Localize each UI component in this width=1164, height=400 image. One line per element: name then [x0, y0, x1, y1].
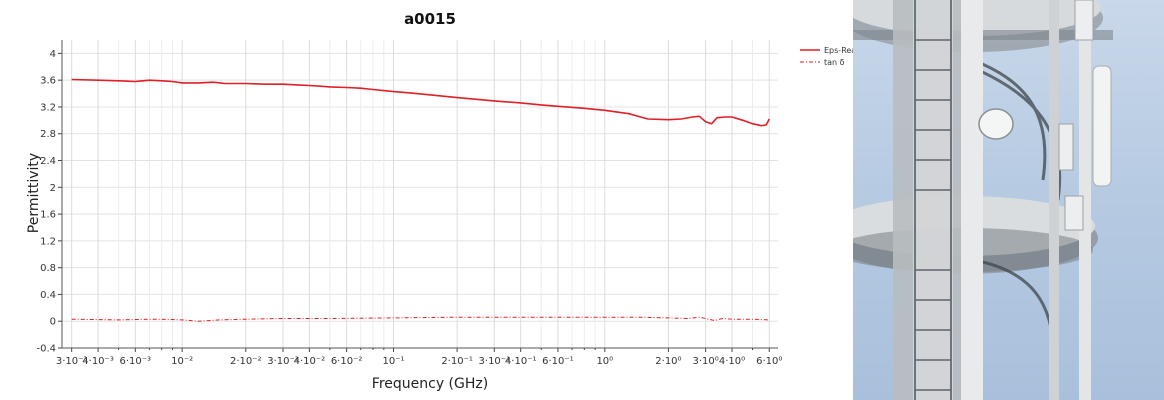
- y-tick-label: 1.2: [40, 236, 56, 247]
- y-tick-label: -0.4: [36, 344, 56, 355]
- cell-tower-illustration: [853, 0, 1113, 400]
- series: [71, 78, 771, 322]
- x-tick-label: 6·10⁻²: [331, 356, 363, 367]
- y-tick-labels: -0.4 0 0.4 0.8 1.2 1.6 2 2.4 2.8 3.2 3.6 4: [36, 49, 56, 355]
- tower-shaft: [893, 0, 973, 400]
- x-tick-labels: 3·10⁻³4·10⁻³ 6·10⁻³ 10⁻² 2·10⁻² 3·10⁻²4·10⁻²…: [56, 356, 783, 367]
- x-tick-label: 6·10⁰: [756, 356, 782, 367]
- x-tick-label: 10⁻²: [171, 356, 193, 367]
- y-tick-label: 0.8: [40, 263, 56, 274]
- chart-panel: a0015 -0.4 0 0.4 0.8 1.2 1.6 2 2.4 2.8 3.2 3.6 4 3·…: [26, 10, 853, 392]
- grid: [62, 40, 778, 349]
- tower-photo: [853, 0, 1164, 400]
- y-tick-label: 2.8: [40, 129, 56, 140]
- y-tick-label: 0: [50, 317, 56, 328]
- y-tick-label: 0.4: [40, 290, 56, 301]
- y-tick-label: 2: [50, 183, 56, 194]
- x-tick-label: 3·10⁻²: [267, 356, 299, 367]
- y-tick-label: 3.2: [40, 102, 56, 113]
- ladder: [915, 39, 951, 391]
- antenna-panels: [1058, 0, 1112, 231]
- axes: [58, 40, 778, 352]
- x-tick-label: 4·10⁻²: [294, 356, 326, 367]
- x-tick-label: 4·10⁻³: [82, 356, 114, 367]
- legend-label-tan-delta: tan δ: [824, 58, 845, 67]
- x-tick-label: 4·10⁰: [719, 356, 745, 367]
- y-tick-label: 2.4: [40, 156, 56, 167]
- y-tick-label: 4: [50, 49, 56, 60]
- legend-label-eps-real: Eps-Real: [824, 46, 853, 55]
- x-tick-label: 10⁰: [596, 356, 613, 367]
- y-tick-label: 1.6: [40, 210, 56, 221]
- x-tick-label: 6·10⁻¹: [542, 356, 574, 367]
- x-tick-label: 3·10⁰: [692, 356, 718, 367]
- legend: Eps-Real tan δ: [800, 46, 853, 67]
- series-line-eps-real: [71, 78, 771, 127]
- x-tick-label: 4·10⁻¹: [505, 356, 537, 367]
- x-tick-label: 2·10⁰: [655, 356, 681, 367]
- microwave-dish: [978, 108, 1014, 140]
- x-axis-title: Frequency (GHz): [372, 376, 488, 392]
- x-tick-label: 2·10⁻¹: [441, 356, 473, 367]
- x-tick-label: 6·10⁻³: [120, 356, 152, 367]
- series-line-tan-delta: [71, 316, 770, 322]
- antenna-mast: [961, 0, 1091, 400]
- chart-title: a0015: [404, 10, 456, 28]
- x-tick-label: 10⁻¹: [382, 356, 404, 367]
- x-tick-label: 2·10⁻²: [230, 356, 262, 367]
- x-tick-label: 3·10⁻¹: [479, 356, 511, 367]
- permittivity-chart: a0015 -0.4 0 0.4 0.8 1.2 1.6 2 2.4 2.8 3.2 3.6 4 3·…: [26, 10, 853, 392]
- y-axis-title: Permittivity: [26, 153, 42, 233]
- x-tick-label: 3·10⁻³: [56, 356, 88, 367]
- y-tick-label: 3.6: [40, 76, 56, 87]
